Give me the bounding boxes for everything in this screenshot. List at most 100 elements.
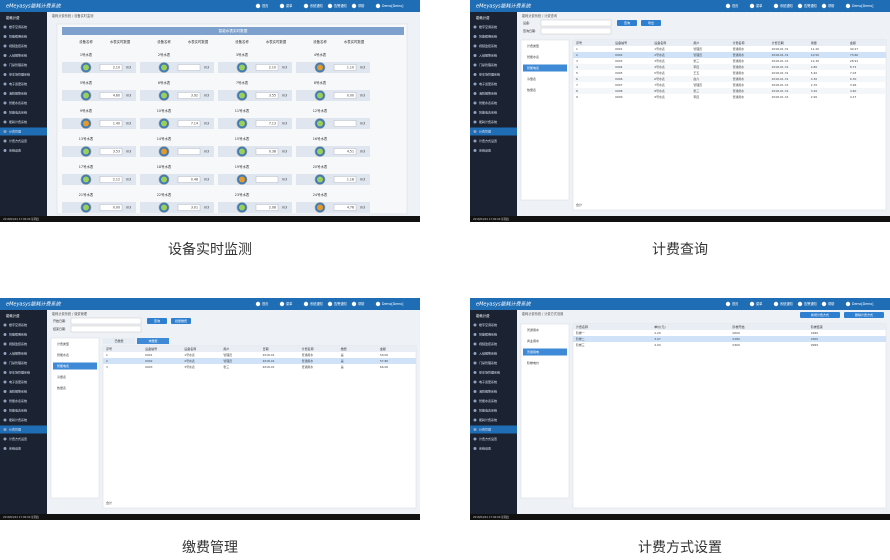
menu-item[interactable]: 计费方式设置 [9, 138, 27, 143]
menu-item[interactable]: 智能照明系统 [9, 332, 27, 337]
menu-item[interactable]: 视频监控系统 [9, 43, 27, 48]
menu-item[interactable]: 计费方式设置 [9, 436, 27, 441]
menu-item[interactable]: 智能电表系统 [479, 408, 497, 413]
tree-item[interactable]: 智能电表 [527, 65, 539, 70]
menu-item[interactable]: 计费管理 [479, 427, 491, 432]
menu-item[interactable]: 智能照明系统 [479, 34, 497, 39]
nav-item[interactable]: 帮助 [358, 301, 364, 306]
menu-item[interactable]: 楼宇空调系统 [479, 24, 497, 29]
tree-item[interactable]: 商业用水 [527, 338, 539, 343]
nav-item[interactable]: 首页 [262, 3, 268, 8]
menu-item[interactable]: 停车场管理系统 [9, 72, 30, 77]
menu-item[interactable]: 电子巡更系统 [479, 81, 497, 86]
tree-item[interactable]: 热量表 [527, 87, 536, 92]
menu-item[interactable]: 门禁管理系统 [9, 62, 27, 67]
nav-item[interactable]: Demo[Demo] [852, 4, 873, 8]
nav-item[interactable]: 系统通知 [780, 3, 793, 8]
nav-item[interactable]: 帮助 [828, 3, 834, 8]
filter-input[interactable] [540, 19, 612, 27]
button-label[interactable]: 导出 [648, 20, 654, 25]
menu-item[interactable]: 智能水表系统 [9, 398, 27, 403]
button[interactable] [641, 20, 661, 26]
nav-item[interactable]: Demo[Demo] [852, 302, 873, 306]
menu-item[interactable]: 停车场管理系统 [479, 370, 500, 375]
tree-item[interactable]: 计费类型 [527, 43, 539, 48]
menu-item[interactable]: 停车场管理系统 [9, 370, 30, 375]
button[interactable] [844, 312, 884, 318]
menu-item[interactable]: 智能电表系统 [479, 110, 497, 115]
menu-item[interactable]: 智能电表系统 [9, 110, 27, 115]
menu-item[interactable]: 入侵报警系统 [479, 53, 497, 58]
tree-item[interactable]: 冷量表 [527, 76, 536, 81]
menu-item[interactable]: 视频监控系统 [479, 43, 497, 48]
filter-input[interactable] [70, 317, 142, 325]
nav-item[interactable]: Demo[Demo] [382, 4, 403, 8]
nav-item[interactable]: 系统通知 [310, 3, 323, 8]
tree-item[interactable]: 计费类型 [57, 341, 69, 346]
nav-item[interactable]: 首页 [732, 301, 738, 306]
tab-label[interactable]: 已缴费 [114, 338, 123, 343]
menu-item[interactable]: 视频监控系统 [479, 341, 497, 346]
menu-item[interactable]: 门禁管理系统 [479, 360, 497, 365]
menu-item[interactable]: 系统设置 [479, 148, 491, 153]
menu-item[interactable]: 系统设置 [9, 148, 21, 153]
nav-item[interactable]: 菜单 [756, 301, 763, 306]
nav-item[interactable]: 告警通知 [334, 3, 347, 8]
menu-item[interactable]: 能耗计费系统 [479, 119, 497, 124]
button-label[interactable]: 查询 [624, 20, 630, 25]
menu-item[interactable]: 能耗计费系统 [479, 417, 497, 422]
button-label[interactable]: 查询 [154, 318, 160, 323]
menu-item[interactable]: 系统设置 [479, 446, 491, 451]
tree-item[interactable]: 阶梯电价 [527, 360, 539, 365]
nav-item[interactable]: 系统通知 [310, 301, 323, 306]
button[interactable] [617, 20, 637, 26]
button-label[interactable]: 批量缴费 [175, 318, 187, 323]
filter-input[interactable] [540, 27, 612, 35]
button[interactable] [147, 318, 167, 324]
menu-item[interactable]: 门禁管理系统 [9, 360, 27, 365]
menu-item[interactable]: 楼宇空调系统 [9, 24, 27, 29]
menu-item[interactable]: 计费管理 [9, 427, 21, 432]
menu-item[interactable]: 消防报警系统 [9, 389, 27, 394]
menu-item[interactable]: 入侵报警系统 [9, 351, 27, 356]
menu-item[interactable]: 智能照明系统 [479, 332, 497, 337]
menu-item[interactable]: 能耗计费系统 [9, 119, 27, 124]
nav-item[interactable]: 菜单 [286, 301, 293, 306]
nav-item[interactable]: 告警通知 [334, 301, 347, 306]
tab-label[interactable]: 未缴费 [148, 338, 157, 343]
menu-item[interactable]: 智能水表系统 [479, 398, 497, 403]
nav-item[interactable]: Demo[Demo] [382, 302, 403, 306]
menu-item[interactable]: 消防报警系统 [9, 91, 27, 96]
menu-item[interactable]: 楼宇空调系统 [479, 322, 497, 327]
nav-item[interactable]: 告警通知 [804, 3, 817, 8]
nav-item[interactable]: 首页 [262, 301, 268, 306]
menu-item[interactable]: 电子巡更系统 [479, 379, 497, 384]
tree-item[interactable]: 普通用电 [527, 349, 539, 354]
nav-item[interactable]: 告警通知 [804, 301, 817, 306]
menu-item[interactable]: 能耗计费系统 [9, 417, 27, 422]
menu-item[interactable]: 入侵报警系统 [479, 351, 497, 356]
menu-item[interactable]: 视频监控系统 [9, 341, 27, 346]
nav-item[interactable]: 系统通知 [780, 301, 793, 306]
button[interactable] [800, 312, 840, 318]
tree-item[interactable]: 智能电表 [57, 363, 69, 368]
nav-item[interactable]: 帮助 [828, 301, 834, 306]
menu-item[interactable]: 消防报警系统 [479, 389, 497, 394]
menu-item[interactable]: 停车场管理系统 [479, 72, 500, 77]
tree-item[interactable]: 冷量表 [57, 374, 66, 379]
nav-item[interactable]: 首页 [732, 3, 738, 8]
menu-item[interactable]: 楼宇空调系统 [9, 322, 27, 327]
button-label[interactable]: 新增计费方式 [811, 312, 829, 317]
button[interactable] [171, 318, 191, 324]
tree-item[interactable]: 智能水表 [527, 54, 539, 59]
menu-item[interactable]: 智能水表系统 [9, 100, 27, 105]
menu-item[interactable]: 计费管理 [9, 129, 21, 134]
menu-item[interactable]: 入侵报警系统 [9, 53, 27, 58]
menu-item[interactable]: 计费方式设置 [479, 138, 497, 143]
menu-item[interactable]: 计费方式设置 [479, 436, 497, 441]
menu-item[interactable]: 智能照明系统 [9, 34, 27, 39]
filter-input[interactable] [70, 325, 142, 333]
menu-item[interactable]: 电子巡更系统 [9, 81, 27, 86]
menu-item[interactable]: 门禁管理系统 [479, 62, 497, 67]
menu-item[interactable]: 智能电表系统 [9, 408, 27, 413]
